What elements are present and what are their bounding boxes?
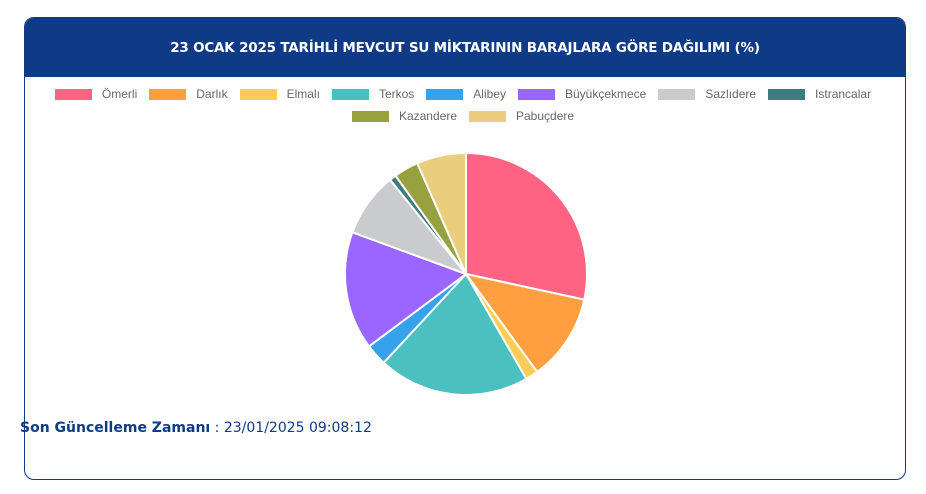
legend-swatch [54, 88, 92, 100]
legend-item[interactable]: Sazlıdere [658, 86, 756, 102]
legend-label: Pabuçdere [516, 109, 575, 123]
chart-legend: Ömerli Darlık Elmalı Terkos Alibey Büyükçekme… [0, 86, 926, 124]
legend-item[interactable]: Kazandere [351, 108, 457, 124]
pie-slice[interactable] [382, 272, 528, 396]
chart-title: 23 OCAK 2025 TARİHLİ MEVCUT SU MİKTARINI… [170, 39, 760, 56]
legend-item[interactable]: Büyükçekmece [517, 86, 647, 102]
card-header: 23 OCAK 2025 TARİHLİ MEVCUT SU MİKTARINI… [25, 18, 905, 77]
legend-item[interactable]: Darlık [149, 86, 228, 102]
last-updated-separator: : [210, 420, 224, 436]
legend-label: Büyükçekmece [564, 87, 647, 101]
legend-swatch [426, 88, 464, 100]
legend-item[interactable]: Elmalı [239, 86, 320, 102]
legend-label: Terkos [378, 87, 415, 101]
legend-swatch [331, 88, 369, 100]
legend-swatch [149, 88, 187, 100]
legend-label: Ömerli [101, 87, 138, 101]
legend-item[interactable]: Terkos [331, 86, 415, 102]
last-updated-label: Son Güncelleme Zamanı [20, 420, 211, 436]
pie-slice[interactable] [463, 272, 586, 374]
legend-label: Elmalı [286, 87, 320, 101]
legend-label: Kazandere [398, 109, 457, 123]
pie-slice[interactable] [465, 151, 588, 301]
last-updated: Son Güncelleme Zamanı : 23/01/2025 09:08… [20, 420, 372, 436]
pie-slice[interactable] [344, 231, 469, 348]
legend-item[interactable]: Alibey [426, 86, 506, 102]
legend-label: Istrancalar [815, 87, 872, 101]
legend-label: Darlık [196, 87, 228, 101]
legend-swatch [768, 88, 806, 100]
legend-label: Sazlıdere [705, 87, 757, 101]
legend-item[interactable]: Ömerli [54, 86, 138, 102]
legend-swatch [469, 110, 506, 122]
legend-swatch [658, 88, 696, 100]
legend-swatch [517, 88, 555, 100]
legend-item[interactable]: Istrancalar [768, 86, 871, 102]
legend-item[interactable]: Pabuçdere [469, 108, 574, 124]
legend-swatch [351, 110, 389, 122]
legend-swatch [239, 88, 277, 100]
last-updated-value: 23/01/2025 09:08:12 [223, 420, 372, 436]
pie-slice[interactable] [415, 151, 467, 275]
legend-label: Alibey [473, 87, 506, 101]
chart-card: 23 OCAK 2025 TARİHLİ MEVCUT SU MİKTARINI… [24, 17, 906, 480]
